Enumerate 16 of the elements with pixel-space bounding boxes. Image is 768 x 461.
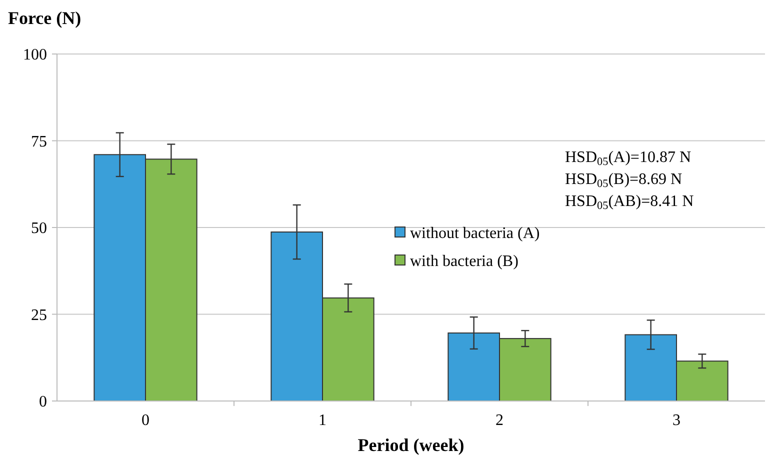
x-tick-label: 1 — [318, 412, 326, 429]
y-tick-label: 75 — [31, 133, 47, 150]
y-tick-label: 0 — [39, 394, 47, 411]
y-tick-label: 100 — [23, 46, 47, 64]
annotation: HSD$_{05}$(A)=10.87 N — [565, 149, 692, 168]
x-tick-label: 2 — [496, 412, 504, 429]
legend-label: with bacteria (B) — [410, 253, 518, 270]
annotation: HSD$_{05}$(B)=8.69 N — [565, 171, 683, 190]
y-tick-label: 25 — [31, 306, 47, 324]
annotation: HSD$_{05}$(AB)=8.41 N — [565, 193, 694, 212]
x-tick-label: 0 — [142, 412, 150, 429]
y-axis-title: Force (N) — [8, 8, 82, 28]
x-axis-title: Period (week) — [358, 435, 464, 455]
legend-label: without bacteria (A) — [410, 225, 540, 242]
y-tick-label: 50 — [31, 220, 47, 238]
x-tick-label: 3 — [672, 412, 680, 429]
